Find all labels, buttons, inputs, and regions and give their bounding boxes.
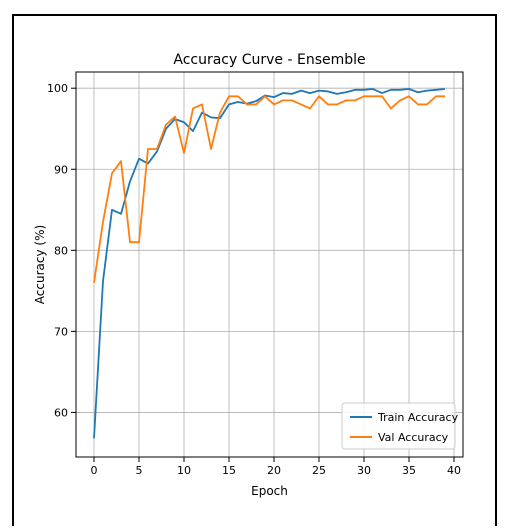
x-tick-label: 5 xyxy=(136,464,143,477)
plot-area xyxy=(75,71,464,458)
x-tick-label: 10 xyxy=(177,464,191,477)
y-tick-label: 80 xyxy=(54,244,68,257)
y-tick-label: 100 xyxy=(47,82,68,95)
x-tick-label: 20 xyxy=(267,464,281,477)
x-tick-label: 40 xyxy=(447,464,461,477)
y-axis-label: Accuracy (%) xyxy=(33,225,47,304)
x-tick-label: 15 xyxy=(222,464,236,477)
x-tick-label: 25 xyxy=(312,464,326,477)
y-tick-label: 60 xyxy=(54,406,68,419)
legend-label: Train Accuracy xyxy=(377,411,459,424)
series-line-2 xyxy=(93,95,445,283)
series-lines xyxy=(93,88,446,439)
legend-label: Val Accuracy xyxy=(378,431,449,444)
x-tick-label: 30 xyxy=(357,464,371,477)
y-tick-label: 70 xyxy=(54,325,68,338)
x-tick-label: 0 xyxy=(91,464,98,477)
legend: Train Accuracy Val Accuracy xyxy=(341,402,459,450)
y-tick-label: 90 xyxy=(54,163,68,176)
axis-ticks: 0 5 10 15 20 25 30 35 40 60 70 80 90 100 xyxy=(47,82,461,477)
x-tick-label: 35 xyxy=(402,464,416,477)
grid-lines xyxy=(76,72,463,457)
chart-title: Accuracy Curve - Ensemble xyxy=(173,52,365,68)
series-line-1 xyxy=(93,88,446,439)
x-axis-label: Epoch xyxy=(251,484,288,498)
